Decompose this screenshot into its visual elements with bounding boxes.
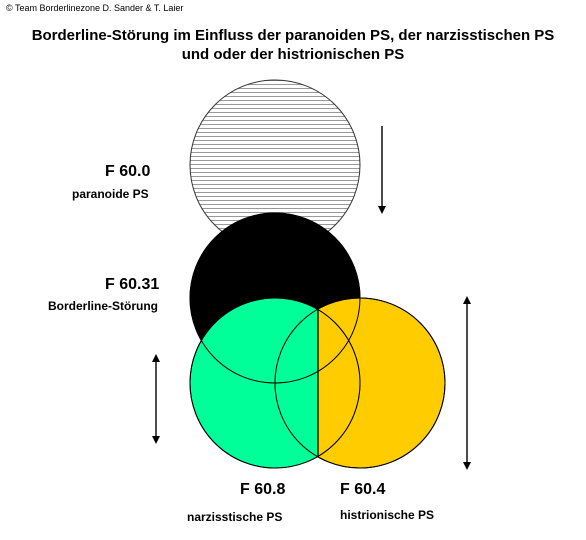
title-line-2: und oder der histrionischen PS: [181, 46, 405, 63]
histrionic-name-label: histrionische PS: [340, 508, 435, 522]
paranoid-arrow: [378, 126, 386, 214]
histrionic-code-label: F 60.4: [340, 481, 386, 498]
borderline-outline: [189, 212, 361, 384]
narcissistic-arrow: [152, 354, 160, 444]
borderline-name-label: Borderline-Störung: [48, 299, 158, 313]
narcissistic-code-label: F 60.8: [240, 481, 286, 498]
histrionic-arrow: [463, 296, 471, 470]
borderline-code-label: F 60.31: [105, 276, 160, 293]
narcissistic-name-label: narzisstische PS: [187, 510, 283, 524]
paranoid-code-label: F 60.0: [105, 163, 151, 180]
title-line-1: Borderline-Störung im Einfluss der paran…: [31, 27, 555, 44]
copyright-notice: © Team Borderlinezone D. Sander & T. Lai…: [6, 3, 184, 13]
paranoid-name-label: paranoide PS: [72, 187, 149, 201]
diagram-title: Borderline-Störung im Einfluss der paran…: [0, 26, 586, 64]
